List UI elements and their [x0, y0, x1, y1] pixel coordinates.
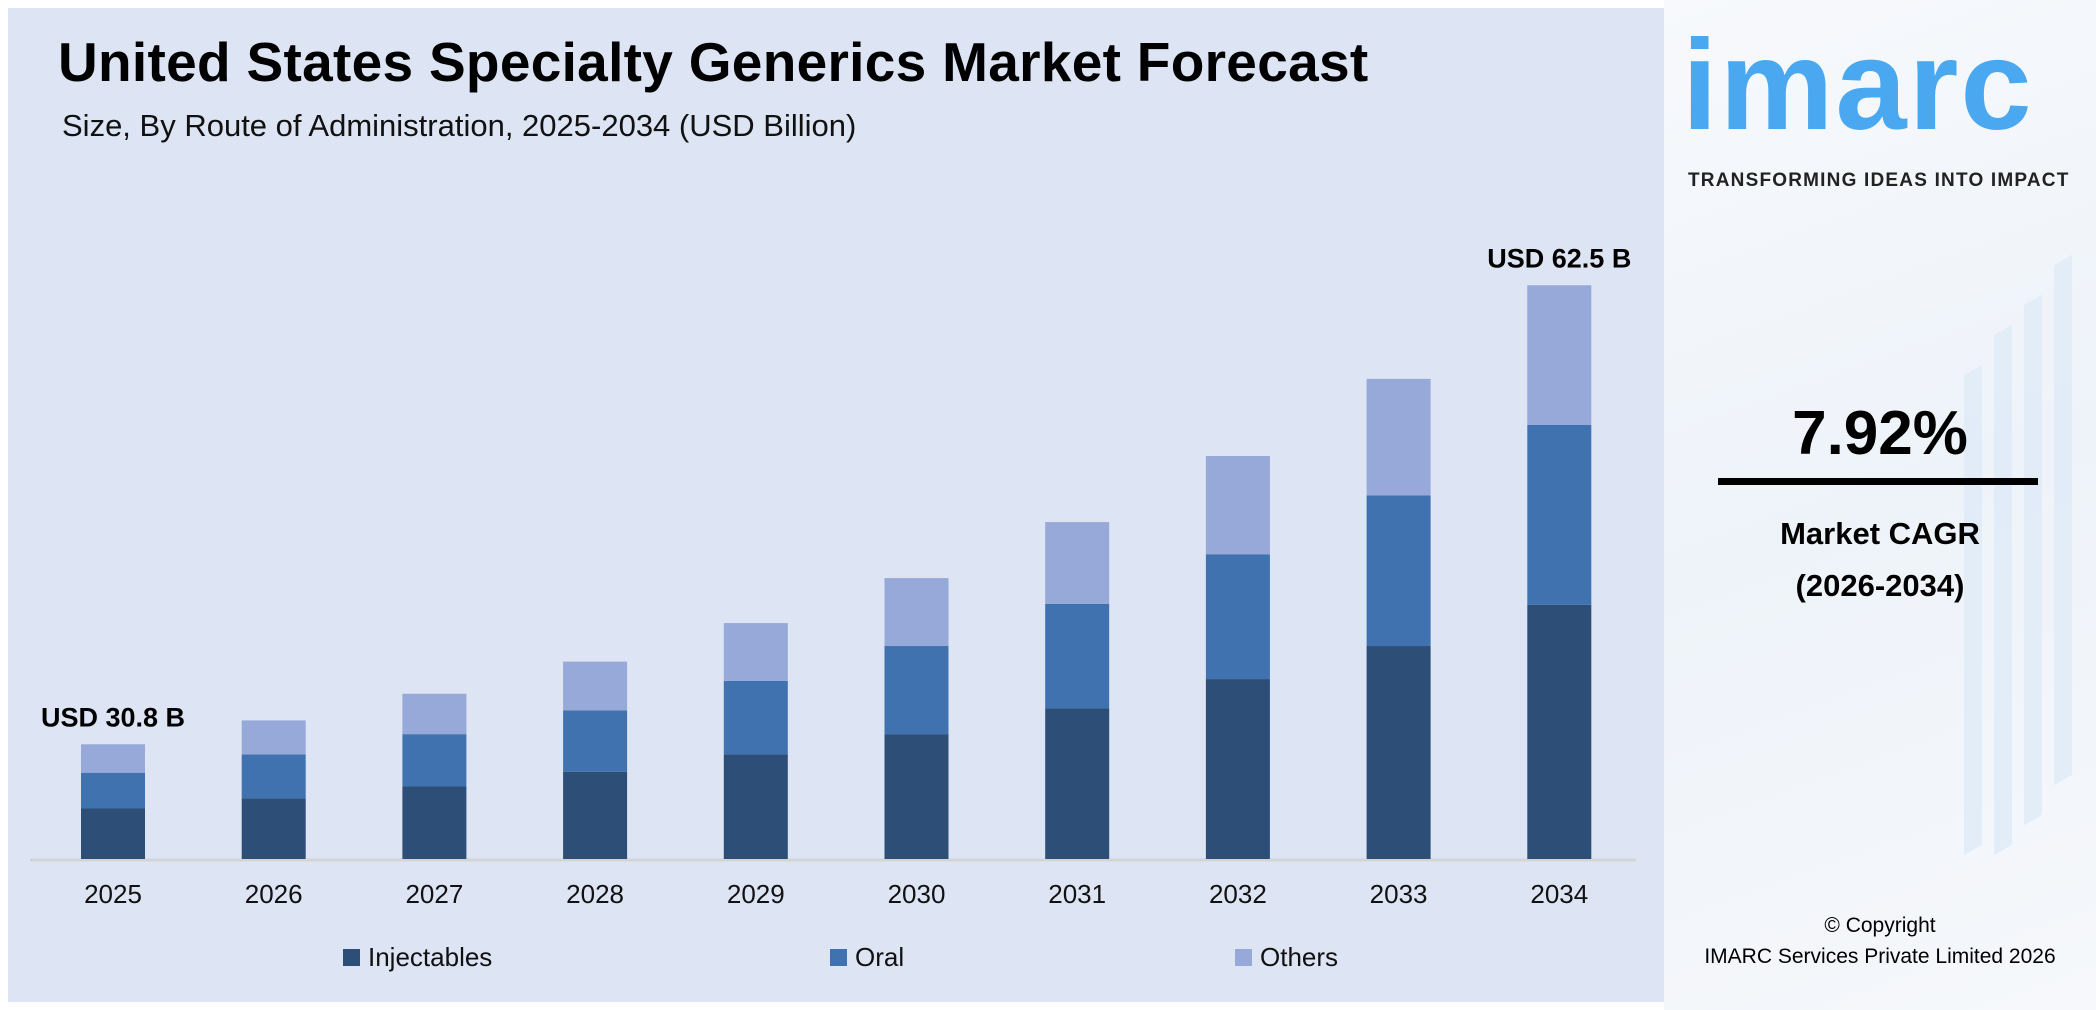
bar-injectables-2025 [81, 808, 145, 859]
x-tick-label: 2028 [566, 879, 624, 909]
divider [1718, 478, 2038, 485]
legend-swatch [343, 949, 360, 966]
x-tick-label: 2029 [727, 879, 785, 909]
copyright: © Copyright IMARC Services Private Limit… [1664, 910, 2096, 972]
bar-oral-2030 [884, 646, 949, 735]
x-tick-label: 2030 [888, 879, 946, 909]
bar-injectables-2029 [723, 754, 788, 859]
cagr-period: (2026-2034) [1795, 568, 1965, 603]
bar-injectables-2027 [402, 786, 467, 859]
x-tick-label: 2034 [1530, 879, 1588, 909]
x-tick-label: 2031 [1048, 879, 1106, 909]
bar-injectables-2034 [1527, 604, 1592, 859]
legend-label: Oral [855, 942, 905, 972]
bar-oral-2028 [563, 710, 628, 772]
bar-others-2032 [1205, 455, 1270, 555]
bar-oral-2033 [1366, 495, 1431, 647]
bar-oral-2025 [81, 772, 145, 809]
bar-oral-2032 [1205, 554, 1270, 680]
bar-others-2027 [402, 693, 467, 735]
legend-swatch [1235, 949, 1252, 966]
bar-injectables-2033 [1366, 646, 1431, 859]
bar-others-2028 [563, 661, 628, 711]
bar-injectables-2031 [1045, 708, 1110, 859]
bar-others-2031 [1045, 522, 1110, 604]
bar-others-2026 [241, 720, 306, 755]
x-tick-label: 2032 [1209, 879, 1267, 909]
x-tick-label: 2025 [84, 879, 142, 909]
x-tick-label: 2026 [245, 879, 303, 909]
data-label-2034: USD 62.5 B [1487, 243, 1631, 273]
chart-title: United States Specialty Generics Market … [58, 31, 1369, 93]
bar-oral-2026 [241, 754, 306, 799]
brand-panel: imarc TRANSFORMING IDEAS INTO IMPACT 7.9… [1664, 0, 2096, 1010]
cagr-label-block: Market CAGR (2026-2034) [1664, 508, 2096, 612]
x-tick-label: 2033 [1370, 879, 1428, 909]
chart-svg: 2025 2026 2027 2028 2029 2030 2031 2032 2033 2034… [30, 243, 1636, 909]
bar-injectables-2030 [884, 734, 949, 859]
legend-injectables: Injectables [343, 942, 492, 973]
copyright-line2: IMARC Services Private Limited 2026 [1704, 945, 2056, 968]
imarc-logo: imarc [1682, 14, 2034, 157]
cagr-value: 7.92% [1792, 399, 1968, 468]
logo-tagline: TRANSFORMING IDEAS INTO IMPACT [1688, 170, 2070, 191]
legend-oral: Oral [830, 942, 904, 973]
cagr-label: Market CAGR [1780, 516, 1980, 551]
bar-oral-2029 [723, 680, 788, 755]
copyright-line1: © Copyright [1824, 914, 1936, 937]
bar-injectables-2028 [563, 771, 628, 859]
bar-oral-2034 [1527, 424, 1592, 605]
bar-injectables-2026 [241, 798, 306, 859]
bar-injectables-2032 [1205, 679, 1270, 859]
bar-others-2029 [723, 623, 788, 681]
x-tick-label: 2027 [405, 879, 463, 909]
bar-others-2025 [81, 744, 145, 773]
legend-swatch [830, 949, 847, 966]
legend-label: Others [1260, 942, 1339, 972]
legend-others: Others [1235, 942, 1338, 973]
chart-subtitle: Size, By Route of Administration, 2025-2… [62, 108, 857, 143]
legend-label: Injectables [368, 942, 493, 972]
bar-oral-2027 [402, 734, 467, 787]
bar-others-2030 [884, 578, 949, 647]
bar-others-2034 [1527, 285, 1592, 425]
bar-oral-2031 [1045, 603, 1110, 709]
bar-others-2033 [1366, 378, 1431, 496]
data-label-2025: USD 30.8 B [41, 702, 185, 732]
